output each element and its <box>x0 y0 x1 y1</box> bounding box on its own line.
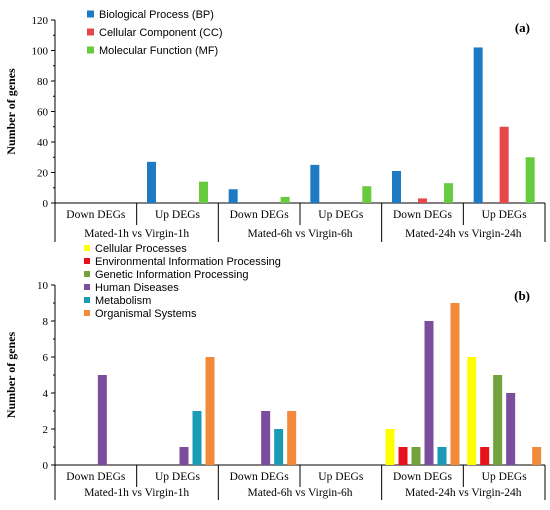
group-label: Mated-1h vs Virgin-1h <box>84 228 189 240</box>
y-tick-label: 10 <box>37 280 49 292</box>
category-label: Up DEGs <box>155 471 201 483</box>
bar <box>493 375 503 465</box>
legend-swatch <box>84 297 90 303</box>
bar <box>398 447 408 465</box>
bar <box>437 447 447 465</box>
bar <box>179 447 189 465</box>
y-axis-label: Number of genes <box>4 331 18 418</box>
y-tick-label: 100 <box>32 46 49 58</box>
y-tick-label: 0 <box>43 198 49 210</box>
bar <box>444 183 453 203</box>
bar <box>280 196 290 203</box>
legend-label: Cellular Processes <box>95 243 187 255</box>
y-tick-label: 2 <box>43 424 49 436</box>
y-tick-label: 6 <box>43 352 49 364</box>
legend-swatch <box>87 46 94 54</box>
category-label: Down DEGs <box>393 471 453 483</box>
bar <box>362 186 372 203</box>
legend-swatch <box>84 245 90 251</box>
legend-swatch <box>84 271 90 277</box>
bar <box>392 170 401 203</box>
legend-swatch <box>84 310 90 316</box>
bar <box>532 447 542 465</box>
y-tick-label: 60 <box>37 107 49 119</box>
legend-label: Environmental Information Processing <box>95 256 281 268</box>
bar <box>274 429 284 465</box>
bar <box>310 164 320 203</box>
bar <box>147 161 156 203</box>
category-label: Down DEGs <box>393 209 453 221</box>
bar <box>450 303 460 465</box>
y-axis-label: Number of genes <box>4 68 18 155</box>
y-tick-label: 20 <box>37 168 49 180</box>
legend-label: Metabolism <box>95 295 151 307</box>
chart-panel-0: 0 20 40 60 80 100 120 Number of genes Down DEGs U… <box>4 9 546 242</box>
y-tick-label: 0 <box>43 460 49 472</box>
category-label: Up DEGs <box>318 209 364 221</box>
y-tick-label: 8 <box>43 316 49 328</box>
panel-label: (a) <box>515 20 530 35</box>
legend-label: Organismal Systems <box>95 308 197 320</box>
group-label: Mated-24h vs Virgin-24h <box>405 228 522 240</box>
bar <box>525 157 535 203</box>
bar <box>506 393 516 465</box>
bar <box>97 375 107 465</box>
bar <box>424 321 434 465</box>
group-label: Mated-6h vs Virgin-6h <box>248 487 353 499</box>
bar <box>418 198 427 203</box>
category-label: Up DEGs <box>482 471 528 483</box>
category-label: Down DEGs <box>66 471 126 483</box>
category-label: Up DEGs <box>482 209 528 221</box>
category-label: Up DEGs <box>155 209 201 221</box>
legend-swatch <box>84 284 90 290</box>
category-label: Down DEGs <box>66 209 126 221</box>
legend-label: Human Diseases <box>95 282 179 294</box>
bar <box>205 357 215 465</box>
chart-panel-1: 0 2 4 6 8 10 Number of genes Down DEGs Up DEGs Do… <box>4 243 546 500</box>
y-tick-label: 80 <box>37 76 49 88</box>
group-label: Mated-24h vs Virgin-24h <box>405 487 522 499</box>
y-tick-label: 40 <box>37 137 49 149</box>
bar <box>261 411 271 465</box>
category-label: Up DEGs <box>318 471 364 483</box>
bar <box>192 411 202 465</box>
bar <box>480 447 490 465</box>
legend-swatch <box>87 10 94 18</box>
y-tick-label: 4 <box>43 388 49 400</box>
bar <box>411 447 421 465</box>
bar <box>385 429 395 465</box>
category-label: Down DEGs <box>230 471 290 483</box>
bar <box>499 126 509 203</box>
legend-label: Molecular Function (MF) <box>99 45 218 57</box>
bar <box>228 189 238 203</box>
category-label: Down DEGs <box>230 209 290 221</box>
legend-swatch <box>84 258 90 264</box>
bar <box>199 181 208 203</box>
bar <box>287 411 297 465</box>
legend-label: Biological Process (BP) <box>99 9 214 21</box>
y-tick-label: 120 <box>32 15 49 27</box>
legend-label: Genetic Information Processing <box>95 269 248 281</box>
group-label: Mated-1h vs Virgin-1h <box>84 487 189 499</box>
bar <box>473 47 483 204</box>
bar <box>467 357 477 465</box>
legend-label: Cellular Component (CC) <box>99 27 223 39</box>
group-label: Mated-6h vs Virgin-6h <box>248 228 353 240</box>
legend-swatch <box>87 28 94 36</box>
panel-label: (b) <box>514 288 530 303</box>
